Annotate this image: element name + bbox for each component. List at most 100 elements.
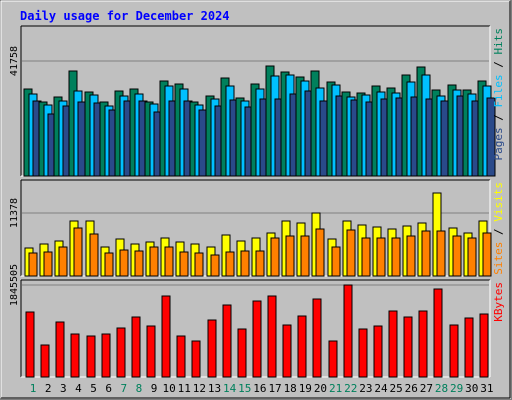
x-tick-label-day-27: 27 <box>420 382 433 395</box>
bar-sites-day-6 <box>104 252 114 277</box>
bar-sites-day-12 <box>194 252 204 277</box>
bar-sites-day-9 <box>149 246 159 277</box>
bar-kbytes-day-14 <box>222 304 232 378</box>
x-tick-label-day-1: 1 <box>30 382 37 395</box>
bar-sites-day-3 <box>58 246 68 277</box>
bar-sites-day-29 <box>452 235 462 277</box>
bar-sites-day-13 <box>210 254 220 277</box>
legend-kbytes: KBytes <box>492 282 505 322</box>
bar-kbytes-day-31 <box>479 313 489 378</box>
bar-kbytes-day-30 <box>464 317 474 378</box>
legend-separator: / <box>492 55 505 75</box>
bar-kbytes-day-22 <box>343 284 353 378</box>
bar-sites-day-18 <box>285 235 295 277</box>
bar-sites-day-21 <box>331 246 341 277</box>
bar-kbytes-day-24 <box>373 325 383 378</box>
x-tick-label-day-12: 12 <box>193 382 206 395</box>
x-tick-label-day-22: 22 <box>344 382 357 395</box>
bar-sites-day-27 <box>421 230 431 277</box>
x-tick-label-day-14: 14 <box>223 382 237 395</box>
x-tick-label-day-25: 25 <box>389 382 402 395</box>
x-tick-label-day-15: 15 <box>238 382 251 395</box>
bar-kbytes-day-16 <box>252 300 262 378</box>
bar-pages-day-31 <box>486 97 496 177</box>
bar-sites-day-5 <box>89 233 99 277</box>
x-tick-label-day-9: 9 <box>151 382 158 395</box>
legend-pages: Pages <box>492 127 505 160</box>
x-tick-label-day-18: 18 <box>284 382 297 395</box>
x-tick-label-day-11: 11 <box>178 382 191 395</box>
bar-kbytes-day-4 <box>70 333 80 378</box>
bar-sites-day-30 <box>467 237 477 277</box>
bar-kbytes-day-11 <box>176 335 186 378</box>
bar-sites-day-2 <box>43 251 53 277</box>
bar-sites-day-24 <box>376 237 386 277</box>
bar-sites-day-15 <box>240 250 250 277</box>
bar-kbytes-day-3 <box>55 321 65 378</box>
bar-kbytes-day-15 <box>237 328 247 378</box>
y-max-label: 11378 <box>9 198 20 228</box>
bar-kbytes-day-20 <box>312 298 322 378</box>
x-tick-label-day-7: 7 <box>120 382 127 395</box>
bar-kbytes-day-27 <box>418 310 428 378</box>
bar-kbytes-day-12 <box>191 340 201 378</box>
bar-kbytes-day-23 <box>358 328 368 378</box>
panel-3: 1845505 KBytes <box>9 264 505 378</box>
bar-kbytes-day-17 <box>267 295 277 378</box>
x-tick-label-day-6: 6 <box>105 382 112 395</box>
bar-sites-day-14 <box>225 251 235 277</box>
x-tick-label-day-19: 19 <box>299 382 312 395</box>
x-tick-label-day-16: 16 <box>253 382 266 395</box>
bar-kbytes-day-29 <box>449 324 459 378</box>
bar-sites-day-20 <box>315 228 325 277</box>
bar-kbytes-day-9 <box>146 325 156 378</box>
bar-sites-day-31 <box>482 232 492 277</box>
x-tick-label-day-21: 21 <box>329 382 342 395</box>
x-tick-label-day-4: 4 <box>75 382 82 395</box>
bar-sites-day-10 <box>164 246 174 277</box>
panel-legend: Sites / Visits <box>492 182 505 275</box>
x-tick-label-day-10: 10 <box>163 382 176 395</box>
bar-kbytes-day-8 <box>131 316 141 378</box>
x-tick-label-day-30: 30 <box>465 382 478 395</box>
legend-visits: Visits <box>492 182 505 222</box>
bar-kbytes-day-2 <box>40 344 50 378</box>
bar-sites-day-28 <box>436 230 446 277</box>
bar-sites-day-22 <box>346 229 356 277</box>
bar-kbytes-day-6 <box>101 333 111 378</box>
x-tick-label-day-13: 13 <box>208 382 221 395</box>
panel-legend: KBytes <box>492 282 505 322</box>
bar-kbytes-day-21 <box>328 340 338 378</box>
panel-1: 41758 Pages / Files / Hits <box>9 25 505 177</box>
legend-hits: Hits <box>492 28 505 55</box>
x-tick-label-day-5: 5 <box>90 382 97 395</box>
bar-sites-day-7 <box>119 249 129 277</box>
panel-legend: Pages / Files / Hits <box>492 28 505 161</box>
bar-kbytes-day-18 <box>282 324 292 378</box>
bar-sites-day-4 <box>73 227 83 277</box>
y-max-label: 1845505 <box>9 264 20 306</box>
bar-kbytes-day-25 <box>388 310 398 378</box>
bar-sites-day-1 <box>28 252 38 277</box>
bar-kbytes-day-13 <box>207 319 217 378</box>
bar-sites-day-17 <box>270 237 280 277</box>
x-tick-label-day-29: 29 <box>450 382 463 395</box>
x-tick-label-day-2: 2 <box>45 382 52 395</box>
x-axis-labels: 1 2 3 4 5 6 7 8 9 10 11 12 13 14 15 16 17 18 19 20 21 22 23 24 2… <box>30 382 494 395</box>
bar-sites-day-8 <box>134 250 144 277</box>
y-max-label: 41758 <box>9 46 20 76</box>
bar-kbytes-day-1 <box>25 311 35 378</box>
bar-sites-day-26 <box>406 235 416 277</box>
bar-kbytes-day-26 <box>403 316 413 378</box>
bar-kbytes-day-7 <box>116 327 126 378</box>
legend-sites: Sites <box>492 242 505 275</box>
bar-sites-day-19 <box>300 235 310 277</box>
x-tick-label-day-24: 24 <box>374 382 388 395</box>
bar-kbytes-day-28 <box>433 288 443 378</box>
bar-sites-day-23 <box>361 237 371 277</box>
x-tick-label-day-3: 3 <box>60 382 67 395</box>
bar-kbytes-day-10 <box>161 295 171 378</box>
legend-files: Files <box>492 74 505 107</box>
x-tick-label-day-23: 23 <box>359 382 372 395</box>
